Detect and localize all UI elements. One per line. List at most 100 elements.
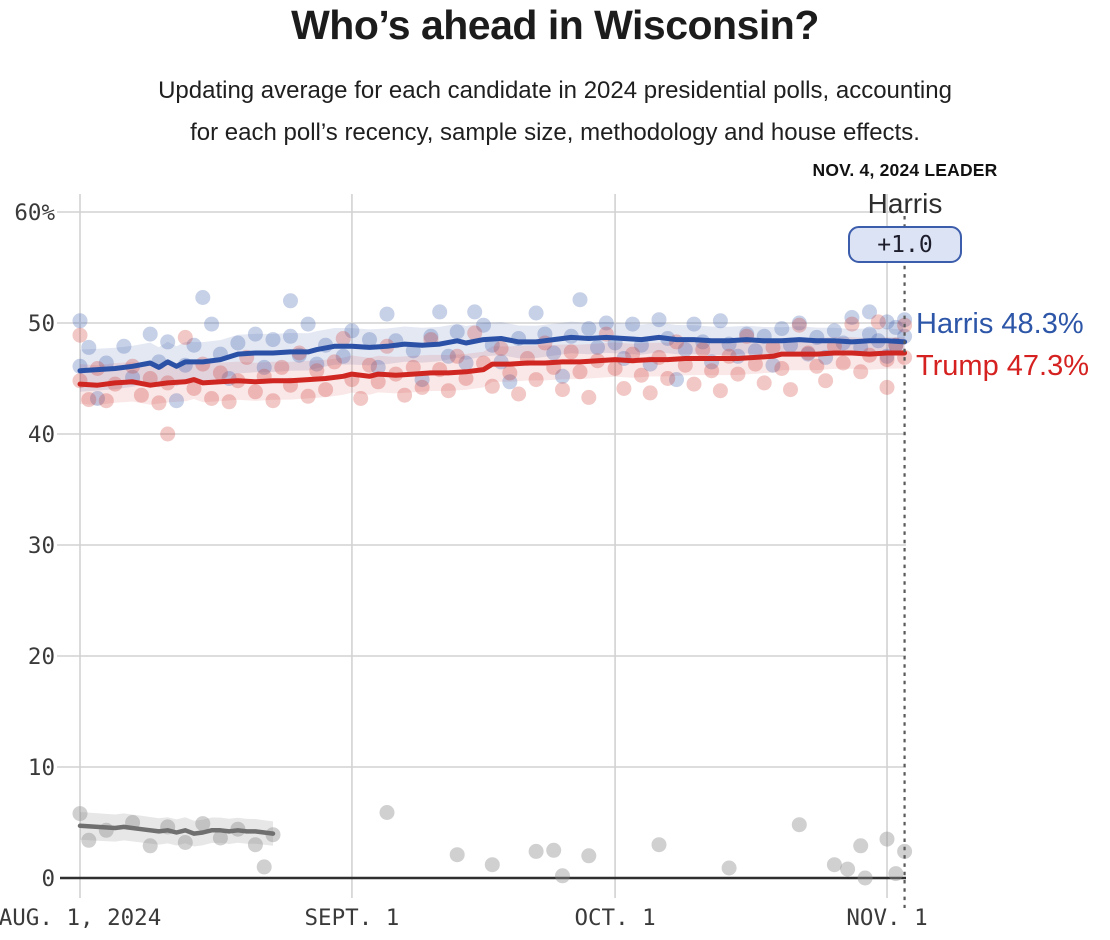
trump-poll-dot [177, 329, 193, 345]
trump-poll-dot [493, 341, 509, 356]
trump-poll-dot [818, 373, 834, 389]
other-poll-dot [581, 848, 597, 864]
leader-name: Harris [867, 188, 943, 219]
trump-poll-dot [747, 356, 763, 372]
trump-poll-dot [712, 383, 728, 399]
other-poll-dot [840, 861, 856, 877]
trump-poll-dot [704, 363, 720, 379]
harris-poll-dot [440, 348, 456, 364]
other-poll-dot [791, 817, 807, 833]
trump-poll-dot [484, 378, 500, 394]
harris-poll-dot [572, 292, 588, 308]
harris-poll-dot [300, 316, 316, 332]
trump-poll-dot [774, 361, 790, 376]
trump-poll-dot [81, 392, 97, 408]
other-poll-dot [195, 816, 211, 832]
harris-poll-dot [379, 306, 395, 322]
harris-end-label: Harris 48.3% [916, 308, 1084, 340]
y-tick-label: 20 [28, 644, 55, 670]
trump-poll-dot [370, 374, 386, 390]
harris-poll-dot [555, 368, 570, 384]
trump-poll-dot [835, 355, 851, 371]
harris-poll-dot [590, 339, 605, 355]
trump-poll-dot [870, 314, 886, 330]
other-poll-dot [651, 837, 667, 853]
trump-poll-dot [563, 344, 579, 360]
trump-poll-dot [502, 365, 518, 381]
trump-poll-dot [625, 346, 641, 362]
trump-poll-dot [879, 352, 895, 368]
harris-poll-dot [528, 305, 544, 321]
trump-poll-dot [151, 395, 167, 411]
trump-poll-dot [186, 381, 202, 396]
trump-poll-dot [414, 379, 430, 395]
subtitle-line-1: Updating average for each candidate in 2… [158, 77, 952, 104]
harris-poll-dot [546, 345, 562, 361]
other-poll-dot [546, 842, 562, 858]
trump-poll-dot [318, 382, 334, 398]
harris-poll-dot [309, 356, 325, 372]
harris-poll-dot [879, 314, 895, 330]
harris-poll-dot [432, 304, 448, 320]
trump-poll-dot [72, 327, 88, 343]
trump-poll-dot [335, 331, 351, 346]
harris-poll-dot [265, 332, 281, 348]
harris-poll-dot [791, 315, 807, 331]
trump-poll-dot [458, 371, 474, 386]
other-poll-dot [721, 860, 737, 876]
trump-poll-dot [353, 391, 369, 406]
trump-poll-dot [247, 384, 263, 400]
harris-poll-dot [747, 343, 763, 359]
harris-poll-dot [160, 334, 176, 350]
harris-poll-dot [502, 374, 518, 390]
trump-poll-dot [686, 376, 702, 392]
trump-poll-dot [467, 325, 483, 341]
harris-poll-dot [581, 321, 597, 337]
trump-poll-dot [362, 357, 377, 373]
trump-poll-dot [528, 372, 544, 388]
harris-poll-dot [195, 290, 211, 305]
harris-poll-dot [116, 338, 132, 354]
trump-poll-dot [405, 359, 421, 375]
trump-average-line [77, 350, 908, 388]
y-tick-label: 60% [14, 200, 55, 226]
trump-poll-dot [853, 364, 869, 380]
x-tick-label: NOV. 1 [846, 905, 927, 931]
trump-poll-dot [844, 316, 860, 332]
x-tick-label: OCT. 1 [574, 905, 655, 931]
trump-poll-dot [133, 387, 149, 403]
other-poll-dot [879, 831, 895, 847]
trump-poll-dot [695, 342, 711, 358]
other-poll-dot [379, 805, 395, 820]
x-tick-label: SEPT. 1 [305, 905, 400, 931]
other-poll-dot [853, 838, 869, 854]
page-subtitle: Updating average for each candidate in 2… [0, 70, 1110, 154]
harris-poll-dot [423, 328, 439, 344]
harris-poll-dot [81, 339, 97, 355]
harris-poll-dot [256, 359, 272, 375]
harris-poll-dot [230, 335, 246, 351]
other-poll-dot [72, 806, 88, 822]
other-poll-dot [528, 843, 544, 859]
harris-poll-dot [169, 393, 184, 409]
harris-poll-dot [669, 372, 684, 388]
other-average-line [77, 823, 276, 836]
other-poll-dot [256, 859, 272, 875]
harris-poll-dot [826, 323, 842, 339]
harris-poll-dot [844, 310, 860, 325]
harris-poll-dot [247, 326, 263, 342]
harris-poll-dot [774, 321, 790, 337]
harris-poll-dot [344, 323, 360, 339]
harris-poll-dot [449, 324, 465, 340]
harris-poll-dot [897, 312, 913, 328]
trump-poll-dot [555, 382, 570, 398]
trump-poll-dot [265, 393, 281, 409]
trump-poll-dot [730, 366, 746, 382]
harris-average-line [77, 334, 908, 374]
trump-poll-dot [397, 387, 413, 403]
harris-poll-dot [862, 304, 877, 320]
harris-poll-dot [370, 359, 386, 375]
trump-poll-dot [783, 382, 798, 398]
trump-poll-dot [440, 383, 456, 399]
